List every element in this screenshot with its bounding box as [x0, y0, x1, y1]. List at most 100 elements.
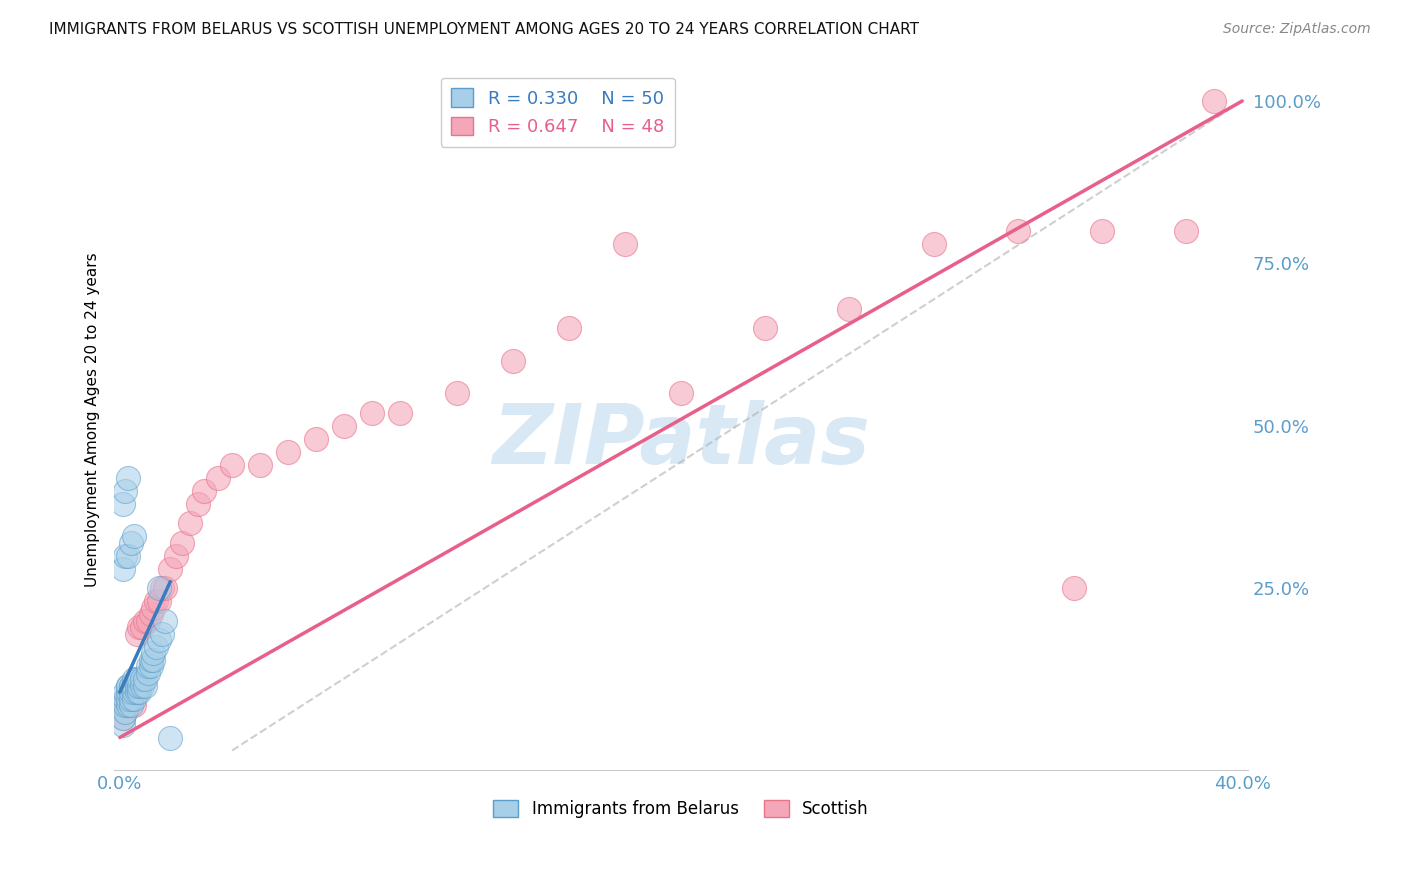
Point	[159, 731, 181, 745]
Point	[122, 685, 145, 699]
Point	[117, 698, 139, 712]
Point	[122, 679, 145, 693]
Point	[148, 633, 170, 648]
Point	[139, 607, 162, 621]
Point	[134, 672, 156, 686]
Point	[446, 386, 468, 401]
Point	[117, 679, 139, 693]
Point	[669, 386, 692, 401]
Point	[128, 679, 150, 693]
Point	[153, 614, 176, 628]
Point	[502, 353, 524, 368]
Point	[159, 561, 181, 575]
Point	[333, 418, 356, 433]
Point	[111, 497, 134, 511]
Point	[277, 444, 299, 458]
Point	[922, 236, 945, 251]
Point	[120, 535, 142, 549]
Point	[361, 406, 384, 420]
Point	[114, 698, 136, 712]
Point	[125, 626, 148, 640]
Point	[125, 685, 148, 699]
Point	[114, 483, 136, 498]
Point	[249, 458, 271, 472]
Point	[122, 529, 145, 543]
Point	[114, 685, 136, 699]
Point	[221, 458, 243, 472]
Point	[1007, 224, 1029, 238]
Point	[136, 614, 159, 628]
Text: Source: ZipAtlas.com: Source: ZipAtlas.com	[1223, 22, 1371, 37]
Point	[114, 705, 136, 719]
Point	[134, 614, 156, 628]
Point	[114, 549, 136, 563]
Point	[117, 685, 139, 699]
Point	[120, 679, 142, 693]
Point	[117, 685, 139, 699]
Y-axis label: Unemployment Among Ages 20 to 24 years: Unemployment Among Ages 20 to 24 years	[86, 252, 100, 587]
Point	[120, 679, 142, 693]
Point	[1175, 224, 1198, 238]
Point	[187, 497, 209, 511]
Point	[838, 301, 860, 316]
Point	[120, 685, 142, 699]
Point	[134, 679, 156, 693]
Point	[128, 672, 150, 686]
Point	[131, 620, 153, 634]
Point	[114, 705, 136, 719]
Point	[1204, 94, 1226, 108]
Point	[136, 665, 159, 680]
Point	[131, 679, 153, 693]
Point	[142, 600, 165, 615]
Point	[120, 691, 142, 706]
Point	[125, 679, 148, 693]
Point	[153, 581, 176, 595]
Point	[122, 691, 145, 706]
Point	[148, 594, 170, 608]
Point	[117, 679, 139, 693]
Point	[139, 659, 162, 673]
Point	[122, 672, 145, 686]
Legend: Immigrants from Belarus, Scottish: Immigrants from Belarus, Scottish	[486, 793, 876, 825]
Point	[111, 711, 134, 725]
Point	[128, 685, 150, 699]
Point	[1091, 224, 1114, 238]
Point	[131, 672, 153, 686]
Point	[114, 691, 136, 706]
Point	[170, 535, 193, 549]
Point	[117, 549, 139, 563]
Point	[207, 471, 229, 485]
Point	[125, 672, 148, 686]
Point	[613, 236, 636, 251]
Point	[114, 691, 136, 706]
Point	[305, 432, 328, 446]
Point	[389, 406, 412, 420]
Point	[145, 594, 167, 608]
Point	[128, 620, 150, 634]
Point	[754, 321, 776, 335]
Point	[142, 652, 165, 666]
Point	[139, 652, 162, 666]
Text: ZIPatlas: ZIPatlas	[492, 400, 870, 481]
Point	[150, 626, 173, 640]
Point	[136, 659, 159, 673]
Point	[150, 581, 173, 595]
Point	[142, 646, 165, 660]
Point	[120, 691, 142, 706]
Point	[111, 711, 134, 725]
Point	[125, 685, 148, 699]
Point	[117, 691, 139, 706]
Text: IMMIGRANTS FROM BELARUS VS SCOTTISH UNEMPLOYMENT AMONG AGES 20 TO 24 YEARS CORRE: IMMIGRANTS FROM BELARUS VS SCOTTISH UNEM…	[49, 22, 920, 37]
Point	[122, 679, 145, 693]
Point	[111, 717, 134, 731]
Point	[558, 321, 581, 335]
Point	[122, 698, 145, 712]
Point	[111, 698, 134, 712]
Point	[193, 483, 215, 498]
Point	[111, 561, 134, 575]
Point	[148, 581, 170, 595]
Point	[179, 516, 201, 531]
Point	[165, 549, 187, 563]
Point	[120, 698, 142, 712]
Point	[145, 640, 167, 654]
